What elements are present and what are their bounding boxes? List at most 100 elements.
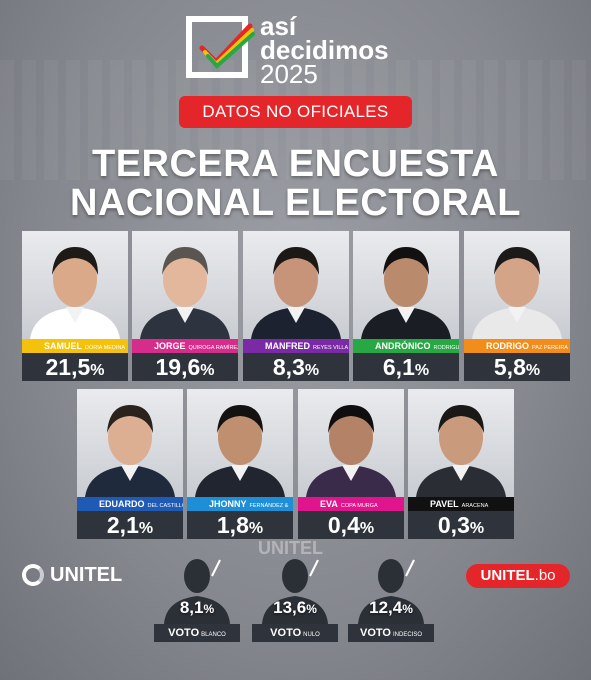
candidate-surname: PAZ PEREIRA xyxy=(532,345,568,351)
candidate-first-name: RODRIGO xyxy=(486,341,530,351)
percent-sign: % xyxy=(402,602,413,616)
vote-label-sub: BLANCO xyxy=(201,632,226,638)
candidate-surname: QUIROGA RAMÍREZ xyxy=(188,345,238,351)
candidate-name-bar: EDUARDO DEL CASTILLO xyxy=(77,497,183,511)
candidate-surname: RODRIGUEZ L. xyxy=(433,345,460,351)
ballot-box-icon xyxy=(186,16,248,78)
unitel-bo-badge: UNITEL.bo xyxy=(466,564,570,588)
unitel-logo: UNITEL xyxy=(22,563,122,587)
vote-block: 12,4% VOTO INDECISO xyxy=(348,556,434,644)
candidate-first-name: PAVEL xyxy=(430,499,459,509)
candidate-name-bar: ANDRÓNICORODRIGUEZ L. xyxy=(353,339,459,353)
candidate-name-bar: PAVEL ARACENA xyxy=(408,497,514,511)
percent-sign: % xyxy=(306,602,317,616)
logo-text: así decidimos 2025 xyxy=(260,13,389,87)
candidate-first-name: JHONNY xyxy=(209,499,247,509)
vote-label-sub: NULO xyxy=(303,632,320,638)
percent-sign: % xyxy=(304,362,320,379)
candidate-surname: COPA MURGA xyxy=(340,503,378,509)
candidate-percentage: 5,8% xyxy=(464,353,570,381)
percentage-value: 0,3 xyxy=(437,512,470,538)
check-mark-icon xyxy=(199,23,255,69)
vote-block: 13,6% VOTO NULO xyxy=(252,556,338,644)
unofficial-data-badge: DATOS NO OFICIALES xyxy=(179,96,412,128)
candidate-photo xyxy=(298,389,404,497)
vote-label-sub: INDECISO xyxy=(392,632,422,638)
vote-label: VOTO BLANCO xyxy=(154,624,240,642)
candidate-percentage: 21,5% xyxy=(22,353,128,381)
person-silhouette-icon xyxy=(164,559,230,624)
person-silhouette-icon xyxy=(262,559,328,624)
candidate-card: RODRIGO PAZ PEREIRA 5,8% xyxy=(464,231,570,381)
vote-block: 8,1% VOTO BLANCO xyxy=(154,556,240,644)
vote-percentage: 13,6% xyxy=(256,598,334,618)
vote-percentage: 12,4% xyxy=(352,598,430,618)
vote-percentage-value: 12,4 xyxy=(369,598,403,617)
candidate-percentage: 1,8% xyxy=(187,511,293,539)
vote-percentage-value: 13,6 xyxy=(273,598,307,617)
percent-sign: % xyxy=(203,602,215,616)
unitel-bo-domain: .bo xyxy=(534,567,556,584)
unitel-ring-icon xyxy=(22,564,44,586)
candidate-photo xyxy=(408,389,514,497)
candidate-percentage: 8,3% xyxy=(243,353,349,381)
candidate-surname: ARACENA xyxy=(461,503,489,509)
percent-sign: % xyxy=(138,520,154,537)
percentage-value: 21,5 xyxy=(45,354,91,380)
candidate-percentage: 19,6% xyxy=(132,353,238,381)
candidate-name-bar: JHONNY FERNÁNDEZ & xyxy=(187,497,293,511)
candidate-photo xyxy=(77,389,183,497)
person-silhouette-icon xyxy=(358,559,424,624)
candidate-card: SAMUEL DORIA MEDINA 21,5% xyxy=(22,231,128,381)
unitel-bo-text: UNITEL xyxy=(480,567,535,584)
percentage-value: 6,1 xyxy=(382,354,415,380)
logo-line2: decidimos xyxy=(260,35,389,65)
title-line2: NACIONAL ELECTORAL xyxy=(70,182,521,224)
percentage-value: 2,1 xyxy=(106,512,139,538)
percent-sign: % xyxy=(200,362,215,379)
candidate-card: ANDRÓNICORODRIGUEZ L.6,1% xyxy=(353,231,459,381)
candidate-percentage: 2,1% xyxy=(77,511,183,539)
candidate-first-name: EDUARDO xyxy=(99,499,145,509)
vote-label: VOTO INDECISO xyxy=(348,624,434,642)
candidate-photo xyxy=(22,231,128,339)
candidate-first-name: JORGE xyxy=(154,341,186,351)
vote-label-main: VOTO xyxy=(168,627,200,639)
percentage-value: 0,4 xyxy=(327,512,360,538)
candidate-name-bar: MANFRED REYES VILLA xyxy=(243,339,349,353)
candidate-surname: REYES VILLA xyxy=(313,345,349,351)
candidate-percentage: 0,4% xyxy=(298,511,404,539)
candidate-card: PAVEL ARACENA 0,3% xyxy=(408,389,514,539)
asi-decidimos-logo: así decidimos 2025 xyxy=(186,13,411,87)
candidate-card: MANFRED REYES VILLA 8,3% xyxy=(243,231,349,381)
candidate-first-name: EVA xyxy=(320,499,338,509)
candidate-name-bar: RODRIGO PAZ PEREIRA xyxy=(464,339,570,353)
percent-sign: % xyxy=(90,362,105,379)
vote-label: VOTO NULO xyxy=(252,624,338,642)
vote-label-main: VOTO xyxy=(270,627,302,639)
candidate-photo xyxy=(187,389,293,497)
candidate-percentage: 0,3% xyxy=(408,511,514,539)
candidate-name-bar: EVA COPA MURGA xyxy=(298,497,404,511)
percent-sign: % xyxy=(248,520,264,537)
candidate-card: EVA COPA MURGA 0,4% xyxy=(298,389,404,539)
candidate-photo xyxy=(353,231,459,339)
percentage-value: 5,8 xyxy=(493,354,526,380)
vote-percentage: 8,1% xyxy=(158,598,236,618)
percent-sign: % xyxy=(525,362,541,379)
candidate-photo xyxy=(132,231,238,339)
title-line1: TERCERA ENCUESTA xyxy=(91,143,500,185)
percentage-value: 1,8 xyxy=(216,512,249,538)
candidate-first-name: SAMUEL xyxy=(44,341,82,351)
candidate-photo xyxy=(464,231,570,339)
candidate-surname: DEL CASTILLO xyxy=(147,503,183,509)
percent-sign: % xyxy=(359,520,375,537)
watermark: UNITEL xyxy=(258,538,323,558)
candidate-card: JHONNY FERNÁNDEZ & 1,8% xyxy=(187,389,293,539)
percent-sign: % xyxy=(414,362,430,379)
candidate-card: EDUARDO DEL CASTILLO 2,1% xyxy=(77,389,183,539)
vote-label-main: VOTO xyxy=(360,627,391,639)
candidate-surname: DORIA MEDINA xyxy=(85,345,126,351)
candidate-percentage: 6,1% xyxy=(353,353,459,381)
candidate-name-bar: JORGE QUIROGA RAMÍREZ xyxy=(132,339,238,353)
